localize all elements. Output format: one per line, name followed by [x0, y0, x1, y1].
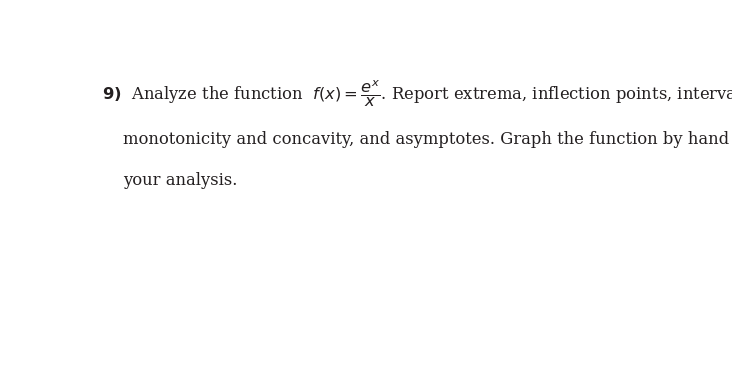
- Text: your analysis.: your analysis.: [123, 172, 237, 189]
- Text: monotonicity and concavity, and asymptotes. Graph the function by hand based on: monotonicity and concavity, and asymptot…: [123, 131, 732, 148]
- Text: $\mathbf{9)}$  Analyze the function  $f(x)=\dfrac{e^{x}}{x}$. Report extrema, in: $\mathbf{9)}$ Analyze the function $f(x)…: [102, 79, 732, 109]
